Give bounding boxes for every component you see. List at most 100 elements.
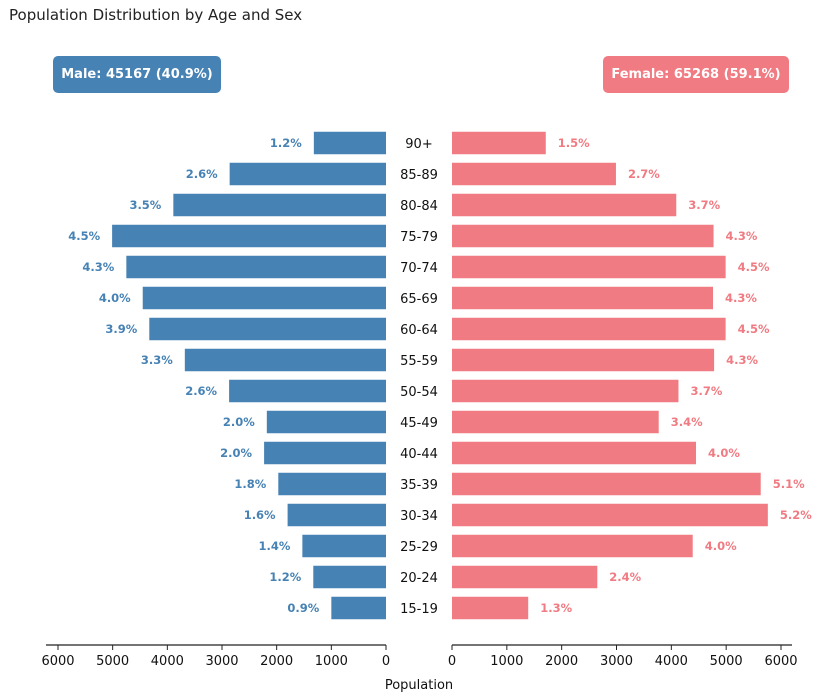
age-group-label: 45-49 [400,416,438,431]
female-bar [452,441,697,465]
age-group-label: 75-79 [400,230,438,245]
male-pct-label: 4.3% [82,260,114,274]
male-pct-label: 1.2% [270,136,302,150]
female-bar [452,193,677,217]
age-group-label: 65-69 [400,292,438,307]
female-pct-label: 3.7% [690,384,722,398]
male-x-tick-label: 2000 [260,654,293,669]
age-group-label: 80-84 [400,199,438,214]
male-pct-label: 2.6% [186,167,218,181]
female-pct-label: 3.4% [671,415,703,429]
male-bar [278,472,386,496]
male-bar [173,193,386,217]
female-pct-label: 1.5% [558,136,590,150]
male-bar [264,441,386,465]
male-bar [142,286,386,310]
male-x-tick-label: 6000 [41,654,74,669]
male-bar [184,348,386,372]
male-pct-label: 2.0% [223,415,255,429]
age-group-label: 25-29 [400,540,438,555]
male-bar [302,534,386,558]
male-bar [229,162,386,186]
female-x-tick-label: 5000 [710,654,743,669]
male-x-tick-label: 1000 [315,654,348,669]
male-pct-label: 3.5% [129,198,161,212]
female-x-tick-label: 4000 [655,654,688,669]
male-bar [112,224,387,248]
female-bar [452,565,598,589]
age-group-label: 55-59 [400,354,438,369]
female-x-tick-label: 1000 [490,654,523,669]
female-badge-pct: 59.1% [729,67,775,82]
male-pct-label: 1.4% [258,539,290,553]
age-group-label: 30-34 [400,509,438,524]
male-bar [313,565,386,589]
male-badge-pct: 40.9% [161,67,207,82]
female-pct-label: 4.5% [738,260,770,274]
female-pct-label: 4.3% [726,353,758,367]
age-group-label: 40-44 [400,447,438,462]
female-bar [452,317,726,341]
female-bar [452,596,529,620]
female-bar [452,224,714,248]
male-pct-label: 3.3% [141,353,173,367]
female-pct-label: 4.5% [738,322,770,336]
female-pct-label: 5.2% [780,508,812,522]
female-x-tick-label: 0 [448,654,456,669]
female-pct-label: 4.0% [705,539,737,553]
age-group-label: 70-74 [400,261,438,276]
male-pct-label: 1.8% [234,477,266,491]
x-axis-label: Population [385,678,453,693]
female-pct-label: 3.7% [688,198,720,212]
male-total-badge: Male: 45167 (40.9%) [53,56,221,93]
female-badge-label: Female [611,67,665,82]
female-x-tick-label: 2000 [545,654,578,669]
female-pct-label: 5.1% [773,477,805,491]
male-pct-label: 1.2% [269,570,301,584]
female-pct-label: 4.0% [708,446,740,460]
female-pct-label: 2.7% [628,167,660,181]
male-pct-label: 4.5% [68,229,100,243]
chart-title: Population Distribution by Age and Sex [9,6,303,24]
male-badge-total: 45167 [105,67,152,82]
male-x-tick-label: 3000 [205,654,238,669]
male-bar [313,131,386,155]
female-bar [452,131,546,155]
age-group-label: 90+ [405,137,432,152]
male-bar [331,596,386,620]
male-x-tick-label: 0 [382,654,390,669]
female-x-tick-label: 3000 [600,654,633,669]
male-pct-label: 1.6% [244,508,276,522]
female-bar [452,255,726,279]
age-group-label: 85-89 [400,168,438,183]
age-group-label: 60-64 [400,323,438,338]
male-bar [287,503,386,527]
male-bar [229,379,386,403]
male-bar [149,317,386,341]
male-bar [126,255,386,279]
female-pct-label: 4.3% [726,229,758,243]
age-group-label: 20-24 [400,571,438,586]
female-bar [452,162,616,186]
female-badge-total: 65268 [673,67,720,82]
female-pct-label: 1.3% [540,601,572,615]
female-bar [452,503,768,527]
male-pct-label: 3.9% [105,322,137,336]
age-group-label: 35-39 [400,478,438,493]
male-pct-label: 2.6% [185,384,217,398]
male-bar [266,410,386,434]
female-total-badge: Female: 65268 (59.1%) [603,56,789,93]
female-bar [452,534,693,558]
male-pct-label: 2.0% [220,446,252,460]
male-badge-label: Male [61,67,97,82]
male-x-tick-label: 5000 [96,654,129,669]
female-x-tick-label: 6000 [764,654,797,669]
female-pct-label: 2.4% [609,570,641,584]
male-x-tick-label: 4000 [151,654,184,669]
female-bar [452,410,659,434]
age-group-label: 15-19 [400,602,438,617]
female-pct-label: 4.3% [725,291,757,305]
male-pct-label: 4.0% [99,291,131,305]
female-bar [452,472,761,496]
